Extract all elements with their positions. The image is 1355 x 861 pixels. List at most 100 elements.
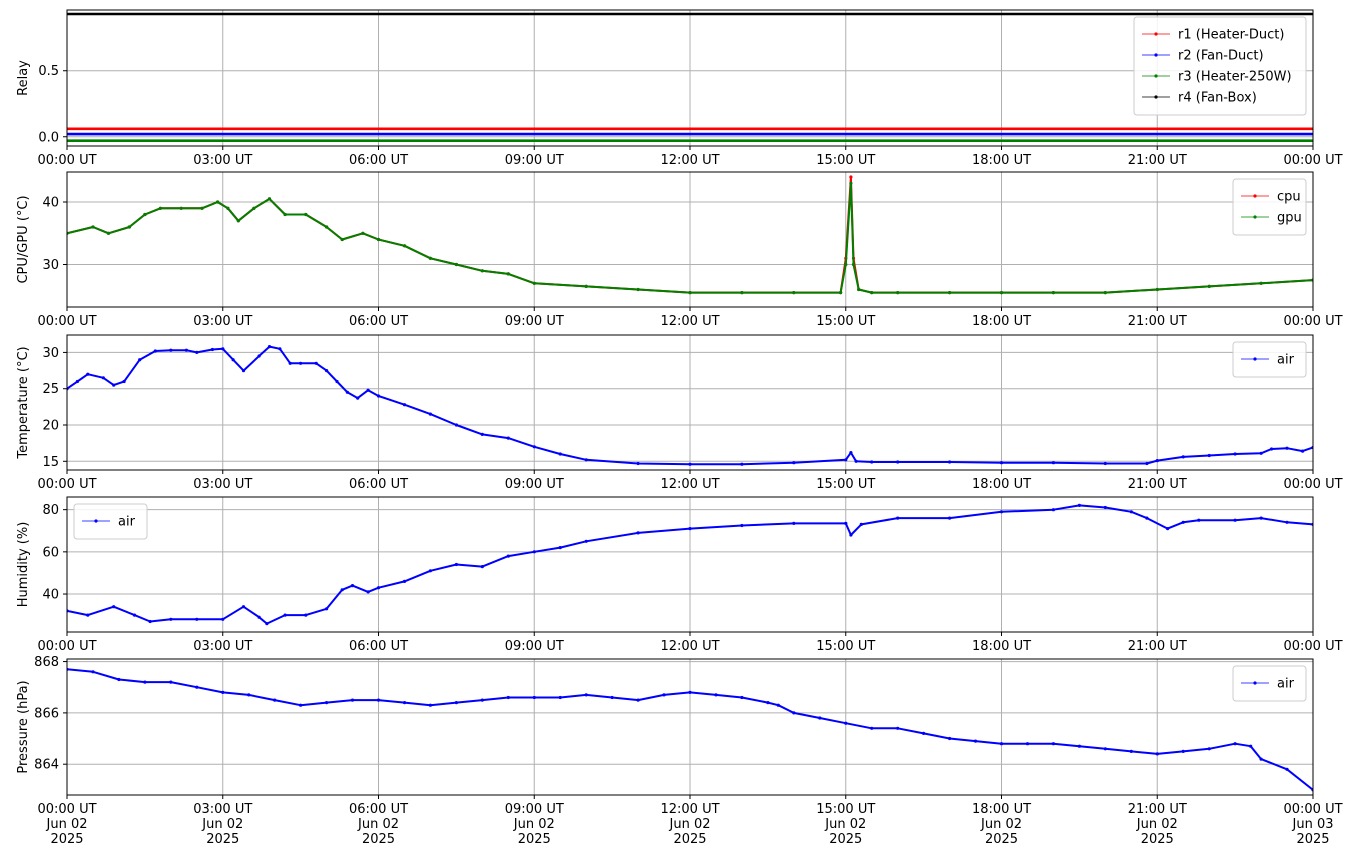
x-tick-label: 12:00 UT (660, 477, 719, 492)
data-point (169, 680, 173, 684)
x-tick-label: 2025 (1141, 832, 1174, 847)
data-point (1259, 516, 1263, 520)
data-point (896, 726, 900, 730)
data-point (402, 403, 407, 407)
subplot-4: 00:00 UT 03:00 UT 06:00 UT 09:00 UT 12:00 UT… (16, 496, 1343, 654)
data-point (1181, 455, 1185, 459)
data-point (1025, 742, 1030, 746)
data-point (195, 350, 199, 354)
data-point (1155, 459, 1159, 463)
data-point (792, 711, 796, 715)
data-point (265, 622, 269, 626)
data-point (257, 615, 261, 619)
data-point (584, 539, 588, 543)
data-point (325, 225, 329, 229)
data-point (792, 461, 796, 465)
data-point (1129, 510, 1133, 514)
legend-marker (1154, 74, 1158, 78)
legend-marker (94, 519, 98, 523)
x-tick-label: 15:00 UT (816, 802, 875, 817)
data-point (948, 516, 952, 520)
x-tick-label: 2025 (829, 832, 862, 847)
data-point (132, 613, 137, 617)
data-point (688, 690, 692, 695)
data-point (169, 617, 173, 621)
data-point (231, 358, 235, 362)
data-point (558, 695, 562, 700)
x-tick-label: Jun 02 (357, 817, 399, 832)
data-point (1181, 520, 1185, 524)
x-tick-label: 12:00 UT (660, 802, 719, 817)
x-tick-label: 06:00 UT (349, 153, 408, 168)
legend-label: air (1277, 677, 1295, 692)
data-point (428, 256, 432, 260)
y-axis-label: Relay (16, 60, 31, 96)
data-point (314, 361, 318, 365)
data-point (221, 617, 225, 621)
data-point (428, 703, 432, 707)
x-tick-label: Jun 02 (201, 817, 243, 832)
x-tick-label: 2025 (518, 832, 551, 847)
data-point (340, 588, 344, 592)
x-tick-label: 06:00 UT (349, 477, 408, 492)
x-tick-label: 12:00 UT (660, 153, 719, 168)
data-point (849, 175, 853, 179)
y-tick-label: 40 (42, 196, 59, 211)
series-line-air (67, 504, 1313, 625)
y-tick-label: 20 (42, 419, 59, 434)
data-point (1051, 508, 1055, 512)
data-point (278, 347, 282, 351)
x-tick-label: 15:00 UT (816, 477, 875, 492)
data-point (325, 607, 329, 611)
data-point (75, 379, 79, 384)
legend-marker (1154, 53, 1158, 57)
data-point (922, 731, 926, 736)
series-group (67, 503, 1313, 626)
y-tick-label: 0.0 (38, 130, 59, 145)
x-tick-label: 00:00 UT (1283, 314, 1342, 329)
data-point (1285, 520, 1289, 524)
series-line-air (67, 345, 1313, 466)
legend-label: r3 (Heater-250W) (1178, 70, 1292, 85)
subplot-1: 00:00 UT 03:00 UT 06:00 UT 09:00 UT 12:00 UT… (16, 9, 1343, 168)
data-point (1155, 752, 1159, 756)
data-point (179, 206, 183, 210)
data-point (325, 369, 329, 373)
data-point (1155, 287, 1159, 292)
data-point (1145, 516, 1149, 520)
legend-box (1232, 665, 1307, 702)
data-point (143, 212, 147, 217)
data-point (740, 291, 744, 295)
data-point (896, 291, 900, 295)
data-point (195, 685, 199, 689)
data-point (662, 693, 666, 697)
x-tick-label: 09:00 UT (505, 639, 564, 654)
x-tick-label: 18:00 UT (972, 802, 1031, 817)
x-tick-label: Jun 02 (980, 817, 1022, 832)
y-tick-label: 40 (42, 588, 59, 603)
data-point (480, 269, 484, 273)
data-point (1051, 461, 1055, 465)
legend-marker (1253, 215, 1257, 219)
data-point (216, 200, 220, 204)
data-point (532, 445, 536, 449)
data-point (101, 376, 105, 380)
data-point (267, 345, 272, 349)
data-point (402, 701, 407, 705)
data-point (948, 460, 952, 464)
data-point (506, 272, 510, 276)
legend-label: r1 (Heater-Duct) (1178, 28, 1284, 43)
data-point (241, 369, 246, 373)
data-point (1129, 749, 1133, 754)
legend: cpu gpu (1232, 178, 1307, 236)
data-point (236, 219, 240, 223)
data-point (335, 379, 339, 384)
data-point (402, 244, 407, 248)
x-tick-label: 21:00 UT (1128, 802, 1187, 817)
x-tick-label: 00:00 UT (37, 802, 96, 817)
y-tick-label: 866 (34, 706, 59, 721)
data-point (153, 349, 157, 353)
legend-label: gpu (1277, 211, 1302, 226)
